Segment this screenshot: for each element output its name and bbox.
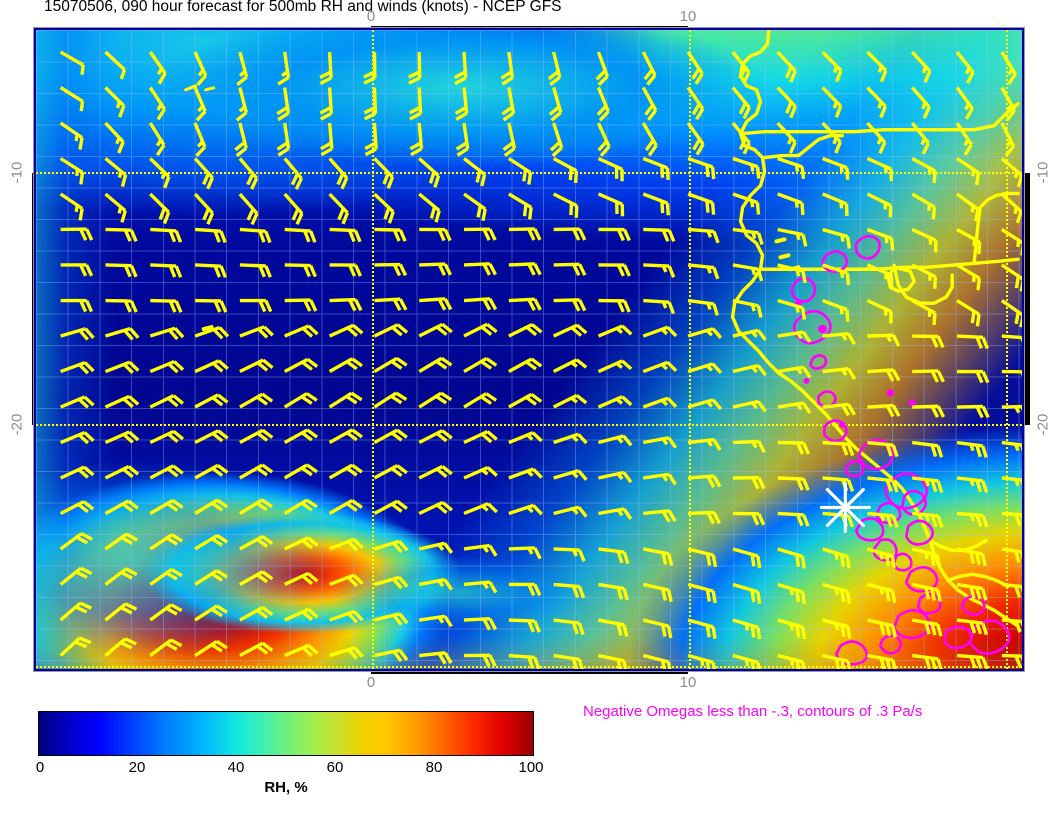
colorbar-title: RH, % <box>264 779 308 796</box>
colorbar-tick-100: 100 <box>518 759 544 776</box>
omega-note: Negative Omegas less than -.3, contours … <box>583 703 923 720</box>
colorbar-tick-40: 40 <box>227 759 245 776</box>
colorbar-tick-60: 60 <box>326 759 344 776</box>
axis-label-left-minus10: -10 <box>8 161 26 184</box>
colorbar <box>38 711 534 756</box>
axis-label-left-minus20: -20 <box>8 413 26 436</box>
gridline-lon-10 <box>689 30 691 669</box>
gridline-lat-m25 <box>36 666 1022 668</box>
axis-label-top-10: 10 <box>679 8 697 25</box>
axis-label-right-minus20: -20 <box>1034 413 1052 436</box>
page-title: 15070506, 090 hour forecast for 500mb RH… <box>44 0 562 15</box>
gridline-lon-0 <box>372 30 374 669</box>
axis-label-top-0: 0 <box>366 8 376 25</box>
colorbar-tick-0: 0 <box>35 759 45 776</box>
colorbar-tick-20: 20 <box>128 759 146 776</box>
forecast-map[interactable] <box>33 27 1025 672</box>
axis-label-bottom-0: 0 <box>366 674 376 691</box>
gridline-lon-20 <box>1006 30 1008 669</box>
axis-label-right-minus10: -10 <box>1034 161 1052 184</box>
axis-tickbar-right <box>1024 173 1030 425</box>
omega-contour-overlay <box>790 234 1011 666</box>
station-marker-star-icon <box>819 481 871 534</box>
colorbar-tick-80: 80 <box>425 759 443 776</box>
gridline-lat-m20 <box>36 424 1022 426</box>
axis-label-bottom-10: 10 <box>679 674 697 691</box>
